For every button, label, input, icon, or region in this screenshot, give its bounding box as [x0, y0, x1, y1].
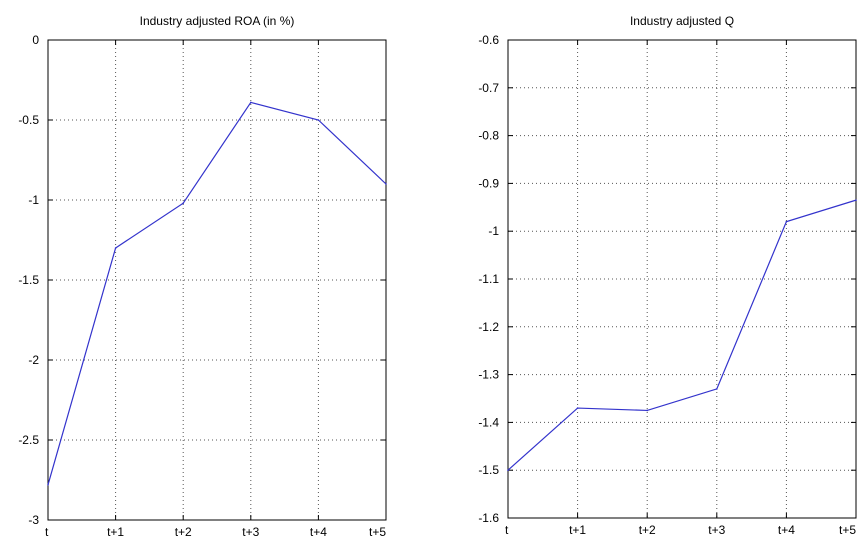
x-tick-label: t+5	[369, 525, 386, 539]
y-tick-label: -2.5	[18, 433, 39, 447]
y-tick-label: -1	[28, 193, 39, 207]
data-point	[855, 199, 857, 201]
x-tick-label: t+3	[242, 525, 259, 539]
x-tick-label: t+1	[107, 525, 124, 539]
y-tick-label: -0.7	[478, 81, 499, 95]
y-tick-label: -3	[28, 513, 39, 527]
chart-title: Industry adjusted ROA (in %)	[140, 14, 295, 28]
y-tick-label: -1.1	[478, 272, 499, 286]
data-point	[646, 409, 648, 412]
chart-title: Industry adjusted Q	[630, 14, 734, 28]
series-line	[47, 101, 387, 485]
y-tick-label: -1.4	[478, 415, 499, 429]
x-tick-label: t+2	[175, 525, 192, 539]
x-tick-label: t+4	[310, 525, 327, 539]
y-tick-label: -1.2	[478, 320, 499, 334]
data-point	[182, 202, 184, 204]
y-tick-label: -0.9	[478, 176, 499, 190]
x-tick-label: t+3	[708, 523, 725, 537]
data-point	[576, 407, 579, 409]
y-tick-label: -1.5	[18, 273, 39, 287]
x-tick-label: t+1	[569, 523, 586, 537]
y-tick-label: -2	[28, 353, 39, 367]
y-tick-label: -0.8	[478, 129, 499, 143]
series-line	[507, 199, 857, 471]
q-chart: Industry adjusted Q -1.6 -1.5 -1.4 -1.3 -1.2…	[478, 14, 857, 537]
y-tick-label: -1.5	[478, 463, 499, 477]
y-tick-label: -0.6	[478, 33, 499, 47]
y-tick-label: -1.3	[478, 368, 499, 382]
x-tick-label: t+4	[778, 523, 795, 537]
x-tick-label: t+2	[639, 523, 656, 537]
x-tick-label: t	[45, 525, 49, 539]
data-point	[47, 484, 49, 486]
y-tick-label: -0.5	[18, 113, 39, 127]
y-tick-label: -1.6	[478, 511, 499, 525]
data-point	[114, 247, 117, 249]
data-point	[317, 119, 320, 121]
data-point	[385, 183, 387, 185]
roa-chart: Industry adjusted ROA (in %) -3 -2.5 -2 -1.…	[18, 14, 387, 539]
x-tick-label: t+5	[839, 523, 856, 537]
x-tick-label: t	[505, 523, 509, 537]
y-tick-label: 0	[32, 33, 39, 47]
data-point	[785, 220, 788, 223]
y-tick-label: -1	[488, 224, 499, 238]
data-point	[716, 388, 718, 390]
data-point	[250, 101, 252, 104]
data-point	[507, 469, 509, 472]
